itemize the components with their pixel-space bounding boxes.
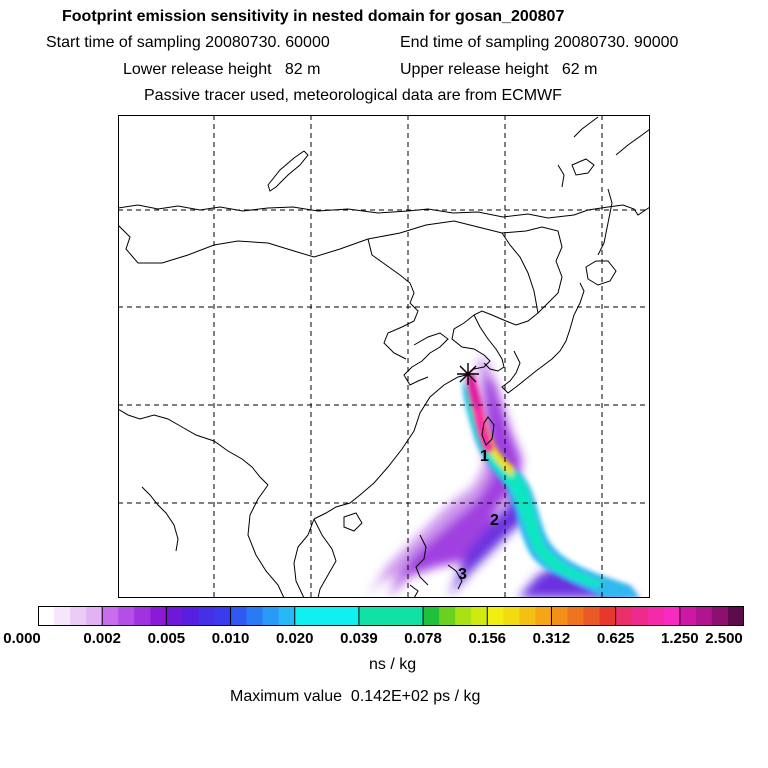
colorbar-tick-label: 2.500 — [705, 630, 743, 647]
colorbar-cell — [166, 606, 184, 626]
colorbar-cell — [695, 606, 713, 626]
lower-height-label: Lower release height 82 m — [123, 61, 321, 78]
colorbar-tick-label: 0.020 — [275, 630, 314, 647]
colorbar-cell — [54, 606, 71, 626]
colorbar-frame — [38, 606, 744, 626]
colorbar-cell — [310, 606, 328, 626]
colorbar-cell — [439, 606, 456, 626]
colorbar-cell — [599, 606, 617, 626]
colorbar-tick-label: 0.000 — [3, 630, 41, 647]
colorbar-cell — [567, 606, 585, 626]
colorbar-cell — [342, 606, 360, 626]
marker-2: 2 — [490, 512, 499, 529]
plume-band — [462, 377, 640, 598]
colorbar-cell — [455, 606, 472, 626]
units-label: ns / kg — [369, 656, 417, 673]
colorbar-cell — [631, 606, 649, 626]
plume-core — [466, 373, 494, 453]
colorbar-cell — [663, 606, 681, 626]
end-time-label: End time of sampling 20080730. 90000 — [400, 34, 679, 51]
colorbar-cell — [198, 606, 216, 626]
colorbar-cell — [182, 606, 200, 626]
colorbar-cell — [519, 606, 537, 626]
colorbar-cell — [278, 606, 296, 626]
upper-height-label: Upper release height 62 m — [400, 61, 598, 78]
asterisk-icon — [457, 363, 479, 385]
colorbar-cell — [679, 606, 697, 626]
colorbar-tick-label: 0.625 — [596, 630, 635, 647]
marker-1: 1 — [480, 448, 489, 465]
colorbar-cell — [583, 606, 601, 626]
colorbar-tick-label: 0.005 — [147, 630, 186, 647]
colorbar-tick-label: 0.039 — [340, 630, 378, 647]
colorbar-cell — [647, 606, 665, 626]
colorbar-cell — [423, 606, 440, 626]
colorbar-cell — [230, 606, 248, 626]
colorbar-cell — [70, 606, 87, 626]
colorbar-tick-label: 0.002 — [83, 630, 121, 647]
colorbar-cell — [358, 606, 376, 626]
colorbar-cell — [615, 606, 633, 626]
colorbar-cell — [86, 606, 103, 626]
start-time-label: Start time of sampling 20080730. 60000 — [46, 34, 330, 51]
colorbar-cell — [246, 606, 264, 626]
colorbar-tick-label: 0.078 — [404, 630, 442, 647]
tracer-label: Passive tracer used, meteorological data… — [144, 87, 562, 104]
colorbar-cell — [262, 606, 280, 626]
colorbar-cell — [487, 606, 504, 626]
colorbar-cell — [294, 606, 312, 626]
marker-3: 3 — [458, 566, 467, 583]
colorbar-cell — [391, 606, 408, 626]
colorbar-cell — [711, 606, 729, 626]
coastlines — [118, 116, 650, 598]
colorbar-cell — [326, 606, 344, 626]
maximum-value-label: Maximum value 0.142E+02 ps / kg — [230, 688, 481, 705]
colorbar-cell — [471, 606, 488, 626]
colorbar-cell — [214, 606, 232, 626]
footprint-map: 1 2 3 — [118, 115, 650, 598]
map-frame — [118, 115, 650, 598]
colorbar-tick-label: 0.312 — [532, 630, 571, 647]
colorbar-cell — [102, 606, 119, 626]
map-title: Footprint emission sensitivity in nested… — [62, 8, 565, 25]
colorbar-cell — [134, 606, 151, 626]
colorbar-cell — [535, 606, 553, 626]
gridlines — [118, 115, 650, 598]
colorbar-tick-label: 0.156 — [468, 630, 507, 647]
colorbar-cell — [727, 606, 744, 626]
colorbar-cell — [374, 606, 392, 626]
colorbar-cell — [150, 606, 167, 626]
colorbar-tick-label: 1.250 — [661, 630, 699, 647]
colorbar-cell — [551, 606, 569, 626]
colorbar-cell — [118, 606, 135, 626]
colorbar-cell — [407, 606, 424, 626]
colorbar-cell — [503, 606, 520, 626]
colorbar-tick-label: 0.010 — [211, 630, 250, 647]
colorbar — [38, 606, 744, 626]
colorbar-cell — [38, 606, 55, 626]
